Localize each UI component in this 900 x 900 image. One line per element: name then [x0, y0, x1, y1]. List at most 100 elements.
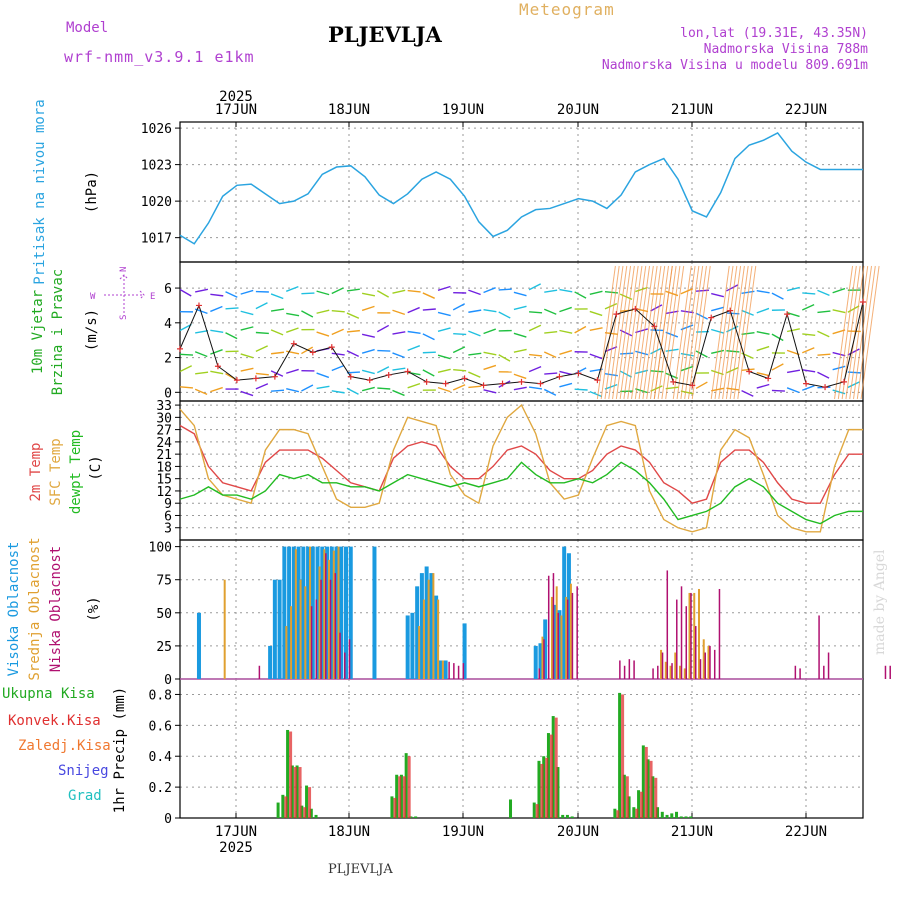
wind-arrow: [316, 372, 330, 379]
high-cloud-bar: [543, 619, 548, 679]
wind-arrow: [771, 333, 784, 342]
high-cloud-bar: [434, 595, 439, 679]
low-cloud-bar: [690, 592, 692, 679]
wind-barb: [722, 265, 742, 400]
low-cloud-bar: [623, 665, 626, 679]
mid-cloud-bar: [309, 546, 312, 679]
wind-arrow: [407, 330, 421, 335]
wind-gust-marker: [689, 382, 696, 389]
wind-dir-north: N: [119, 267, 129, 272]
wind-arrow: [635, 286, 648, 293]
wind-gust-marker: [195, 302, 202, 309]
high-cloud-bar: [438, 660, 443, 679]
wind-arrow: [346, 350, 359, 357]
wind-arrow: [543, 308, 557, 315]
y-tick-label: 1017: [141, 232, 172, 247]
wind-arrow: [210, 349, 223, 355]
wind-arrow: [726, 387, 740, 391]
low-cloud-bar: [538, 668, 540, 679]
wind-arrow: [240, 353, 254, 359]
wind-arrow: [468, 309, 482, 313]
mid-cloud-bar: [328, 559, 331, 679]
mid-cloud-bar: [664, 661, 667, 679]
wind-arrow: [726, 367, 739, 374]
lonlat-info: lon,lat (19.31E, 43.35N): [680, 26, 868, 41]
wind-arrow: [741, 390, 754, 397]
wind-arrow: [513, 348, 527, 353]
low-cloud-bar: [310, 606, 313, 679]
wind-arrow: [513, 332, 527, 338]
total-precip-bar: [689, 816, 693, 818]
wind-barb: [672, 265, 692, 400]
wind-gust-marker: [347, 373, 354, 380]
low-cloud-bar: [827, 652, 830, 679]
y-tick-label: 1020: [141, 195, 172, 210]
panel-frame: [179, 121, 864, 263]
wind-arrow: [817, 289, 830, 297]
low-cloud-bar: [818, 615, 820, 679]
wind-arrow: [832, 351, 846, 357]
wind-arrow: [559, 288, 573, 293]
wind-gust-marker: [461, 375, 468, 382]
wind-barb: [687, 265, 707, 400]
wind-barb: [650, 265, 670, 400]
sfc-temp-ylabel: SFC Temp: [48, 438, 64, 505]
low-cloud-bar: [566, 599, 569, 679]
wind-arrow: [665, 386, 679, 390]
precip-legend-item: Zaledj.Kisa: [18, 738, 111, 754]
total-precip-bar: [404, 753, 408, 818]
wind-arrow: [726, 312, 740, 315]
wind-arrow: [407, 306, 420, 314]
conv-precip-bar: [393, 797, 397, 818]
wind-arrow: [832, 329, 846, 335]
wind-barb: [676, 265, 696, 400]
high-cloud-ylabel: Visoka Oblacnost: [6, 542, 22, 677]
total-precip-bar: [300, 805, 304, 818]
meteogram-title: Meteogram: [519, 0, 615, 19]
wind-barb: [684, 265, 704, 400]
wind-arrow: [362, 292, 376, 297]
mid-cloud-bar: [332, 550, 335, 679]
conv-precip-bar: [654, 777, 658, 818]
conv-precip-bar: [625, 776, 629, 818]
wind-arrow: [756, 290, 770, 294]
bottom-day-label: 18JUN: [328, 824, 370, 840]
wind-arrow: [786, 369, 801, 374]
wind-arrow: [255, 331, 269, 335]
total-precip-bar: [286, 729, 290, 818]
wind-barb: [710, 265, 730, 400]
wind-gust-marker: [309, 349, 316, 356]
mid-cloud-bar: [679, 665, 682, 679]
y-tick-label: 1026: [141, 122, 172, 137]
wind-arrow: [255, 302, 268, 310]
bottom-day-label: 20JUN: [557, 824, 599, 840]
wind-gust-marker: [822, 384, 829, 391]
precip-legend-item: Ukupna Kisa: [2, 686, 95, 702]
wind-gust-marker: [423, 378, 430, 385]
wind-barb: [596, 265, 616, 400]
wind-arrow: [361, 386, 375, 392]
low-cloud-bar: [823, 665, 825, 679]
wind-arrow: [513, 291, 527, 297]
wind-gust-marker: [442, 380, 449, 387]
low-cloud-bar: [334, 573, 337, 679]
low-cloud-bar: [676, 599, 678, 679]
wind-arrow: [210, 386, 223, 393]
bottom-day-label: 19JUN: [442, 824, 484, 840]
mid-cloud-bar: [697, 588, 700, 679]
wind-arrow: [240, 390, 254, 397]
wind-arrow: [331, 328, 344, 336]
wind-arrow: [513, 386, 527, 391]
wind-arrow: [225, 332, 238, 340]
y-tick-label: 33: [156, 399, 172, 414]
wind-barb: [845, 265, 865, 400]
low-cloud-bar: [713, 649, 716, 679]
conv-precip-bar: [635, 808, 639, 818]
low-cloud-bar: [699, 659, 702, 679]
wind-barb: [612, 265, 632, 400]
wind-gust-marker: [556, 373, 563, 380]
wind-units: (m/s): [84, 309, 100, 351]
total-precip-bar: [395, 774, 399, 818]
wind-arrow: [589, 353, 603, 360]
high-cloud-bar: [344, 546, 349, 679]
